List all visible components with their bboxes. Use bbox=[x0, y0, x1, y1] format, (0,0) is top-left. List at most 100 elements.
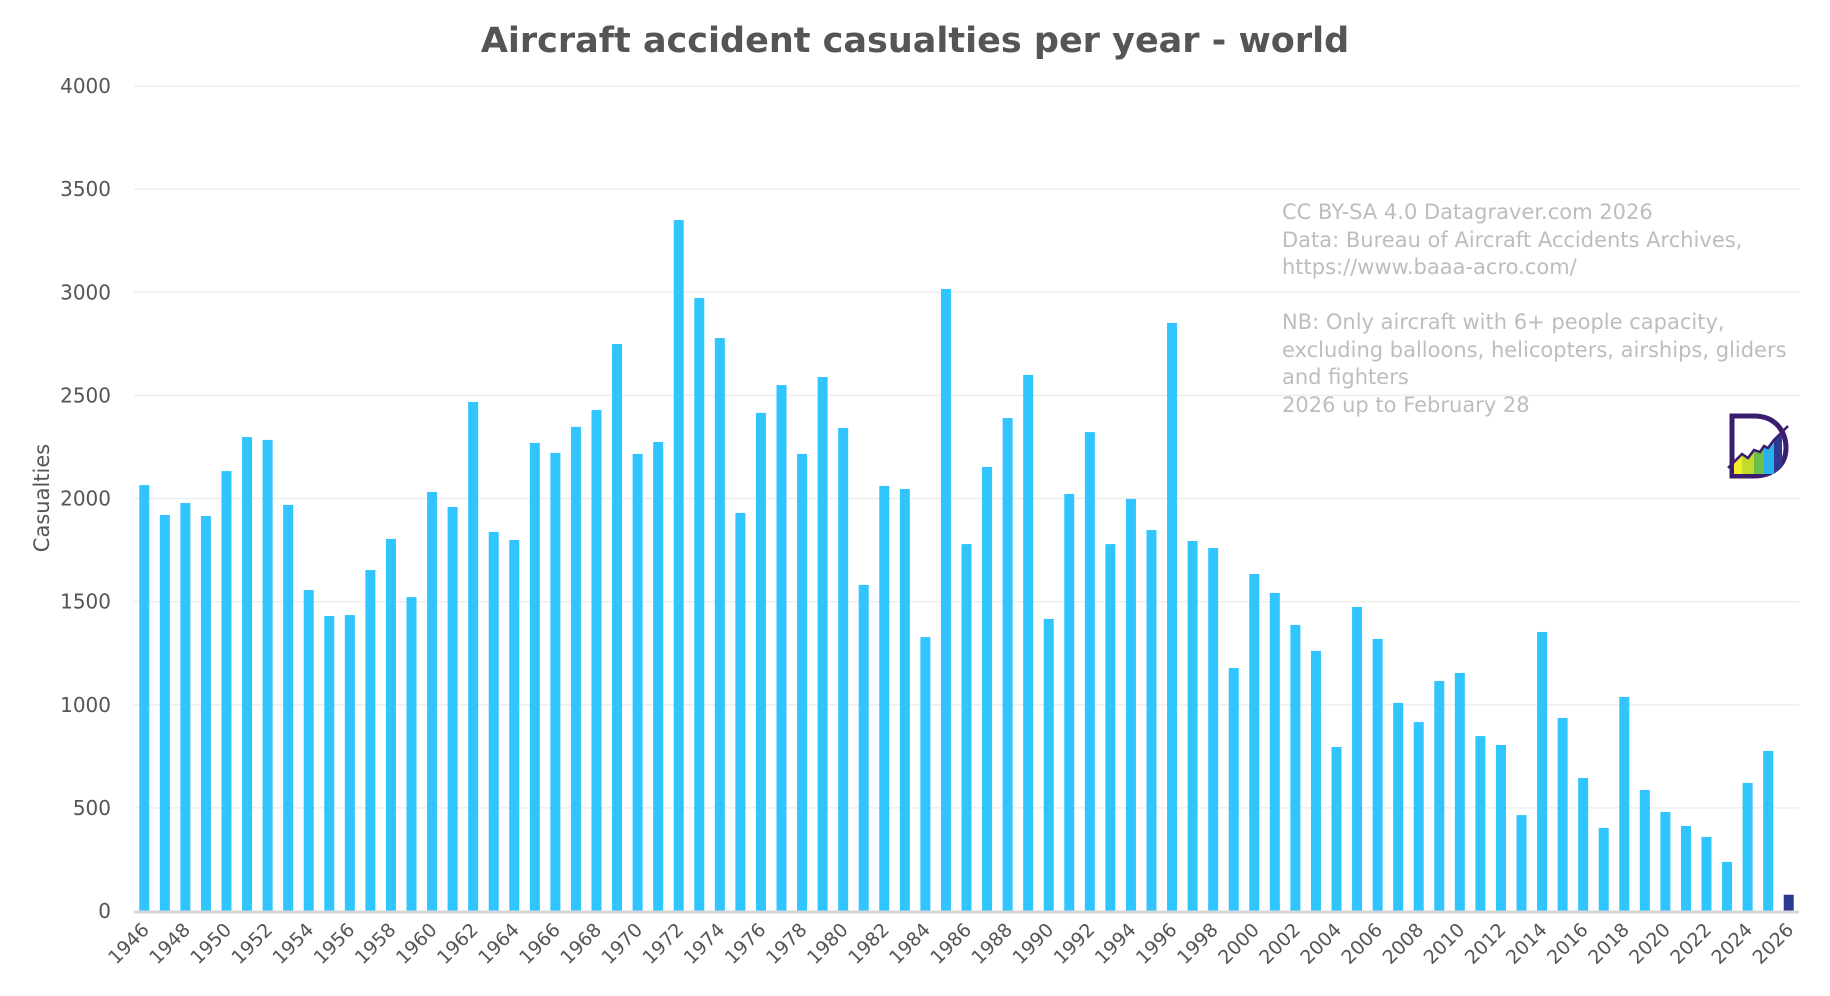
bar-1959 bbox=[406, 597, 417, 911]
bar-2010 bbox=[1454, 672, 1465, 911]
chart-title: Aircraft accident casualties per year - … bbox=[481, 21, 1349, 61]
bar-1996 bbox=[1167, 322, 1178, 911]
x-tick-label: 2026 bbox=[1749, 919, 1799, 969]
bar-1972 bbox=[673, 220, 684, 911]
bar-1981 bbox=[858, 584, 869, 911]
bar-2002 bbox=[1290, 624, 1301, 911]
bar-1999 bbox=[1228, 668, 1239, 911]
y-tick-label: 500 bbox=[73, 796, 111, 820]
bar-1992 bbox=[1084, 432, 1095, 911]
bar-1962 bbox=[468, 401, 479, 911]
x-tick-label: 1992 bbox=[1050, 919, 1100, 969]
x-tick-label: 1964 bbox=[474, 919, 524, 969]
bar-2000 bbox=[1249, 573, 1260, 911]
bar-1991 bbox=[1064, 493, 1075, 911]
bar-2009 bbox=[1434, 681, 1445, 911]
bar-1950 bbox=[221, 471, 232, 911]
bar-1984 bbox=[920, 637, 931, 911]
bar-1973 bbox=[694, 298, 705, 911]
bar-1985 bbox=[940, 288, 951, 911]
bar-1957 bbox=[365, 570, 376, 911]
x-tick-label: 1982 bbox=[844, 919, 894, 969]
bar-1952 bbox=[262, 439, 273, 911]
bar-1953 bbox=[283, 504, 294, 911]
bar-1989 bbox=[1023, 374, 1034, 911]
bar-1971 bbox=[653, 441, 664, 911]
y-tick-label: 3000 bbox=[60, 280, 111, 304]
bar-1982 bbox=[879, 485, 890, 911]
x-tick-label: 2018 bbox=[1584, 919, 1634, 969]
x-tick-label: 1986 bbox=[926, 919, 976, 969]
bar-1993 bbox=[1105, 544, 1116, 911]
x-tick-label: 2010 bbox=[1420, 919, 1470, 969]
x-tick-label: 2004 bbox=[1296, 919, 1346, 969]
x-tick-label: 1998 bbox=[1173, 919, 1223, 969]
bar-1967 bbox=[570, 426, 581, 911]
bar-1948 bbox=[180, 503, 191, 911]
bar-2004 bbox=[1331, 747, 1342, 911]
annotation-line: excluding balloons, helicopters, airship… bbox=[1282, 337, 1787, 362]
bar-1965 bbox=[529, 443, 540, 911]
x-tick-label: 2020 bbox=[1625, 919, 1675, 969]
bar-1951 bbox=[242, 437, 253, 911]
bar-1983 bbox=[899, 489, 910, 911]
bar-1990 bbox=[1043, 618, 1054, 911]
bar-1988 bbox=[1002, 418, 1013, 911]
y-tick-label: 3500 bbox=[60, 177, 111, 201]
bar-1986 bbox=[961, 544, 972, 911]
bar-1958 bbox=[385, 538, 396, 911]
annotation-line bbox=[1282, 282, 1787, 310]
x-tick-label: 1970 bbox=[597, 919, 647, 969]
source-annotation: CC BY-SA 4.0 Datagraver.com 2026 Data: Bu… bbox=[1282, 199, 1787, 419]
bar-2013 bbox=[1516, 815, 1527, 911]
x-tick-label: 2012 bbox=[1461, 919, 1511, 969]
bar-1961 bbox=[447, 506, 458, 911]
bar-1997 bbox=[1187, 540, 1198, 911]
y-tick-label: 2500 bbox=[60, 383, 111, 407]
x-tick-label: 1952 bbox=[227, 919, 277, 969]
annotation-line: NB: Only aircraft with 6+ people capacit… bbox=[1282, 310, 1725, 334]
x-tick-label: 1978 bbox=[762, 919, 812, 969]
bar-2003 bbox=[1310, 650, 1321, 911]
bar-2007 bbox=[1393, 702, 1404, 911]
bar-2005 bbox=[1352, 606, 1363, 911]
bar-1976 bbox=[755, 412, 766, 911]
bar-2022 bbox=[1701, 836, 1712, 911]
x-tick-label: 1980 bbox=[803, 919, 853, 969]
y-tick-label: 2000 bbox=[60, 487, 111, 511]
bar-1987 bbox=[982, 466, 993, 911]
y-tick-label: 1000 bbox=[60, 693, 111, 717]
x-axis-ticks: 1946194819501952195419561958196019621964… bbox=[104, 919, 1798, 969]
x-tick-label: 1948 bbox=[145, 919, 195, 969]
bar-1955 bbox=[324, 616, 335, 911]
bar-2001 bbox=[1269, 592, 1280, 911]
bar-2024 bbox=[1742, 782, 1753, 911]
x-tick-label: 2008 bbox=[1379, 919, 1429, 969]
x-tick-label: 1972 bbox=[639, 919, 689, 969]
x-tick-label: 1958 bbox=[351, 919, 401, 969]
annotation-line: https://www.baaa-acro.com/ bbox=[1282, 255, 1577, 279]
bar-1956 bbox=[344, 615, 355, 911]
bar-2017 bbox=[1598, 827, 1609, 911]
y-axis-ticks: 0 500 1000 1500 2000 2500 3000 3500 4000 bbox=[60, 74, 111, 923]
x-tick-label: 1996 bbox=[1132, 919, 1182, 969]
bar-1979 bbox=[817, 377, 828, 911]
bar-2011 bbox=[1475, 736, 1486, 911]
bar-1954 bbox=[303, 590, 314, 911]
x-tick-label: 2016 bbox=[1543, 919, 1593, 969]
bar-1960 bbox=[427, 491, 438, 911]
annotation-line: Data: Bureau of Aircraft Accidents Archi… bbox=[1282, 227, 1743, 252]
x-tick-label: 1990 bbox=[1009, 919, 1059, 969]
x-tick-label: 2006 bbox=[1337, 919, 1387, 969]
x-tick-label: 1954 bbox=[269, 919, 319, 969]
bar-1966 bbox=[550, 452, 561, 911]
bars bbox=[139, 220, 1794, 912]
bar-1968 bbox=[591, 410, 602, 911]
bar-2023 bbox=[1722, 861, 1733, 911]
bar-1974 bbox=[714, 338, 725, 912]
bar-1980 bbox=[838, 427, 849, 911]
bar-1978 bbox=[797, 453, 808, 911]
x-tick-label: 1960 bbox=[392, 919, 442, 969]
bar-1946 bbox=[139, 485, 150, 911]
